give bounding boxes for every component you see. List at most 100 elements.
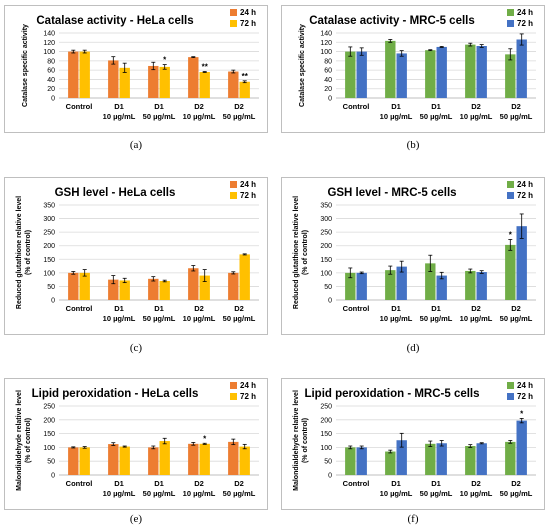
bar [68,51,79,98]
x-tick-sublabel: 50 µg/mL [420,489,453,498]
x-tick-sublabel: 50 µg/mL [420,314,453,323]
legend-swatch [507,382,514,389]
bar [516,226,527,300]
legend-swatch [230,9,237,16]
bar [516,420,527,475]
bar [505,54,516,98]
y-tick-label: 80 [324,58,332,65]
x-tick-sublabel: 10 µg/mL [103,314,136,323]
y-tick-label: 50 [324,459,332,466]
legend-swatch [507,393,514,400]
x-tick-label: D2 [194,304,204,313]
x-tick-label: Control [66,102,93,111]
panel-label: (e) [129,513,143,525]
y-tick-label: 120 [320,40,332,47]
y-tick-label: 200 [320,243,332,250]
bar [425,263,436,300]
x-tick-label: Control [343,102,370,111]
legend-swatch [507,9,514,16]
legend-label: 72 h [517,19,533,28]
x-tick-sublabel: 10 µg/mL [103,112,136,121]
legend-label: 72 h [240,191,256,200]
chart-svg: Lipid peroxidation - MRC-5 cells 0 50 100 15… [293,381,536,498]
y-tick-label: 150 [320,257,332,264]
y-tick-label: 350 [43,203,55,210]
x-tick-label: Control [343,479,370,488]
y-tick-label: 0 [328,298,332,305]
y-tick-label: 80 [47,58,55,65]
bar [108,279,119,300]
x-tick-sublabel: 10 µg/mL [183,112,216,121]
chart-svg: Catalase activity - MRC-5 cells 0 20 40 60 80… [299,8,536,121]
chart-panel: GSH level - HeLa cells 0 50 100 150 200 250 300… [4,177,268,335]
chart-panel: Lipid peroxidation - HeLa cells 0 50 100 150… [4,378,268,510]
y-tick-label: 200 [320,417,332,424]
y-tick-label: 100 [320,270,332,277]
x-tick-sublabel: 10 µg/mL [380,314,413,323]
x-tick-label: D2 [471,102,481,111]
y-axis-title: Catalase specific activity [299,24,306,107]
significance-mark: * [520,409,524,418]
bar [108,60,119,98]
y-tick-label: 300 [43,216,55,223]
y-tick-label: 200 [43,417,55,424]
legend-swatch [230,393,237,400]
y-tick-label: 200 [43,243,55,250]
chart-title: Catalase activity - HeLa cells [36,15,193,27]
bar [239,446,250,475]
x-tick-label: D2 [511,102,521,111]
x-tick-label: D1 [431,102,441,111]
legend-label: 72 h [240,19,256,28]
legend-swatch [507,20,514,27]
legend-label: 24 h [517,8,533,17]
chart-title: Lipid peroxidation - MRC-5 cells [304,388,479,400]
x-tick-label: Control [343,304,370,313]
chart-svg: Lipid peroxidation - HeLa cells 0 50 100 150… [16,381,259,498]
y-tick-label: 100 [43,49,55,56]
bar [228,272,239,300]
bar [68,272,79,300]
x-tick-sublabel: 50 µg/mL [223,489,256,498]
bar [199,275,210,300]
y-tick-label: 100 [43,270,55,277]
chart-panel: Catalase activity - MRC-5 cells 0 20 40 60 80… [281,5,545,133]
x-tick-label: D2 [194,479,204,488]
y-tick-label: 140 [320,31,332,38]
legend-swatch [230,181,237,188]
x-tick-label: D2 [194,102,204,111]
legend-label: 72 h [240,392,256,401]
y-axis-title: Malondialdehyde relative level [16,390,23,491]
x-tick-label: D1 [114,304,124,313]
legend-swatch [230,382,237,389]
legend-label: 72 h [517,191,533,200]
legend-label: 24 h [240,180,256,189]
legend-label: 24 h [240,381,256,390]
x-tick-sublabel: 10 µg/mL [460,489,493,498]
bar [436,443,447,475]
x-tick-label: D1 [391,479,401,488]
significance-mark: ** [242,72,249,81]
y-tick-label: 0 [51,96,55,103]
bar [159,66,170,98]
x-tick-label: D1 [114,102,124,111]
bar [79,51,90,98]
chart-svg: GSH level - HeLa cells 0 50 100 150 200 250 300… [16,180,259,323]
bar [228,71,239,98]
bar [396,266,407,300]
bar [436,275,447,300]
x-tick-label: D1 [391,304,401,313]
chart-panel: GSH level - MRC-5 cells 0 50 100 150 200 250 30… [281,177,545,335]
y-axis-title: Malondialdehyde relative level [293,390,300,491]
x-tick-label: Control [66,304,93,313]
bar [476,46,487,98]
x-tick-sublabel: 10 µg/mL [460,314,493,323]
bar [356,272,367,300]
x-tick-sublabel: 50 µg/mL [420,112,453,121]
panel-label: (f) [407,513,419,525]
y-tick-label: 250 [320,404,332,411]
bar [148,65,159,98]
y-tick-label: 250 [43,404,55,411]
bar [119,446,130,475]
x-tick-label: D2 [234,479,244,488]
legend-swatch [230,192,237,199]
